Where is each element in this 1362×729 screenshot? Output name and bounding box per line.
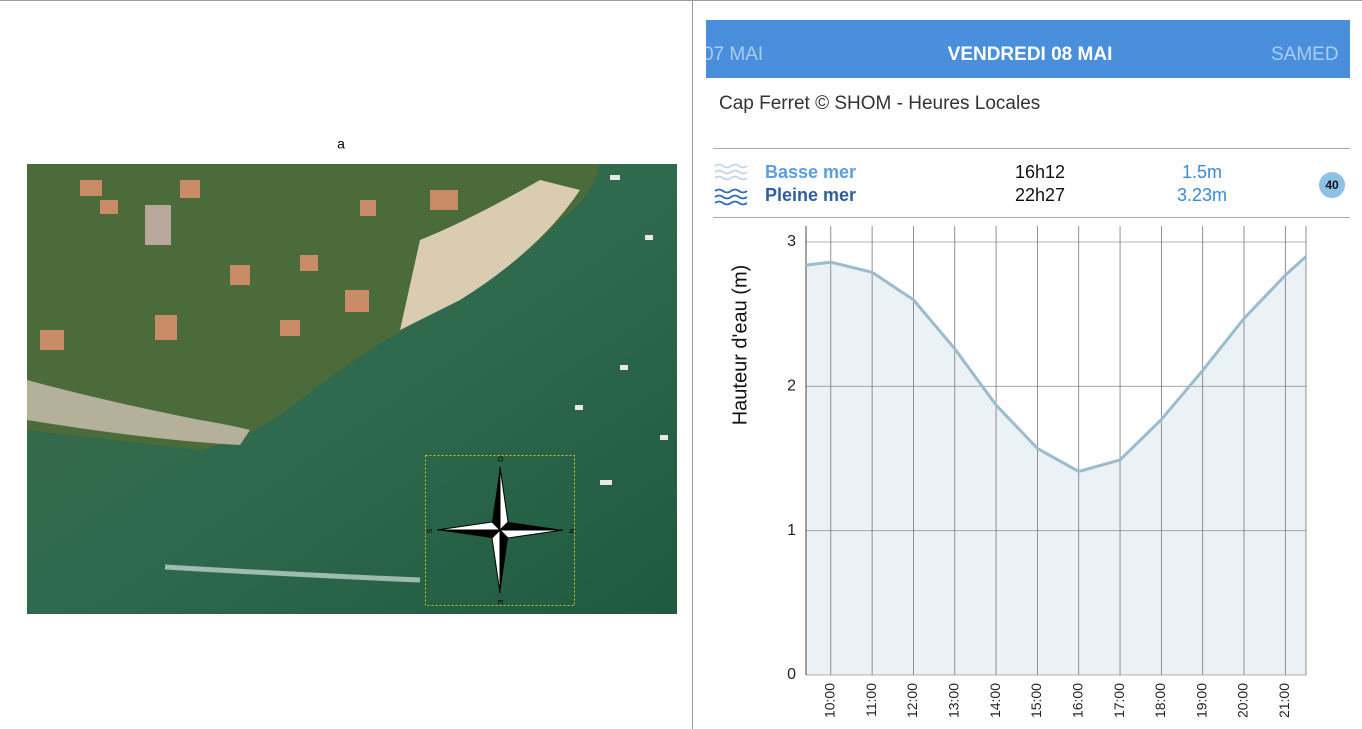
x-tick-label: 12:00 xyxy=(904,683,920,718)
chart: 0 1 2 3 10:00 11:00 12:00 13:00 14:00 15:00 16:00 1… xyxy=(787,226,1308,718)
tide-height: 3.23m xyxy=(1177,185,1227,205)
tide-time: 16h12 xyxy=(1015,162,1065,182)
coefficient-badge xyxy=(1319,172,1345,198)
coefficient: 40 xyxy=(1325,178,1339,192)
aerial-photo: O N S E xyxy=(27,164,677,614)
y-tick-label: 2 xyxy=(787,378,796,395)
y-tick-label: 3 xyxy=(787,233,796,250)
x-tick-label: 15:00 xyxy=(1028,683,1044,718)
tide-name: Basse mer xyxy=(765,162,856,182)
date-header xyxy=(706,20,1350,78)
subtitle: Cap Ferret © SHOM - Heures Locales xyxy=(719,93,1040,114)
tide-time: 22h27 xyxy=(1015,185,1065,205)
compass-top: O xyxy=(496,456,503,462)
low-tide-icon xyxy=(714,163,748,181)
next-day[interactable]: SAMED xyxy=(1271,44,1339,65)
line xyxy=(805,255,1308,474)
x-tick-label: 10:00 xyxy=(821,683,837,718)
compass-right: N xyxy=(567,528,574,533)
x-tick-label: 19:00 xyxy=(1193,683,1209,718)
y-axis-label: Hauteur d'eau (m) xyxy=(729,265,751,426)
x-tick-label: 11:00 xyxy=(863,683,879,717)
current-day: VENDREDI 08 MAI xyxy=(948,44,1113,65)
x-tick-label: 14:00 xyxy=(987,683,1003,718)
prev-day[interactable]: 07 MAI xyxy=(703,44,763,65)
compass-bottom: E xyxy=(496,600,503,605)
x-tick-label: 17:00 xyxy=(1111,683,1127,718)
compass-left: S xyxy=(425,529,432,534)
tide-height: 1.5m xyxy=(1182,162,1222,182)
tide-name: Pleine mer xyxy=(765,185,856,205)
area xyxy=(806,256,1306,675)
high-tide-icon xyxy=(714,188,748,206)
x-tick-label: 20:00 xyxy=(1235,683,1251,718)
figure-label: a xyxy=(337,136,345,152)
x-tick-label: 13:00 xyxy=(945,683,961,718)
x-tick-label: 16:00 xyxy=(1069,683,1085,718)
x-tick-label: 18:00 xyxy=(1152,683,1168,718)
y-tick-label: 0 xyxy=(787,666,796,683)
x-tick-label: 21:00 xyxy=(1276,683,1292,718)
y-tick-label: 1 xyxy=(787,522,796,539)
